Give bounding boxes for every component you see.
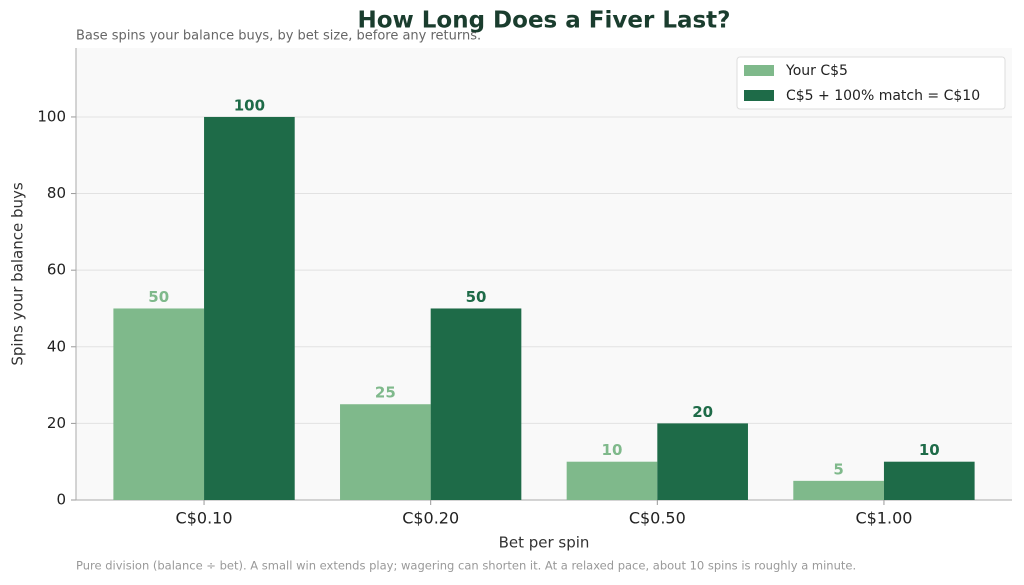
bar xyxy=(113,308,205,500)
bar xyxy=(430,308,522,500)
value-label: 50 xyxy=(466,288,487,306)
y-tick-label: 80 xyxy=(47,184,66,202)
bar xyxy=(883,461,975,500)
chart-title: How Long Does a Fiver Last? xyxy=(357,8,730,34)
y-tick-label: 0 xyxy=(56,491,66,509)
value-label: 50 xyxy=(148,288,169,306)
value-label: 10 xyxy=(919,441,940,459)
value-label: 25 xyxy=(375,384,396,402)
x-tick-label: C$0.50 xyxy=(629,509,686,528)
x-tick-label: C$0.20 xyxy=(402,509,459,528)
value-label: 10 xyxy=(602,441,623,459)
value-label: 20 xyxy=(692,403,713,421)
x-tick-label: C$0.10 xyxy=(176,509,233,528)
value-label: 100 xyxy=(234,96,265,114)
y-tick-label: 40 xyxy=(47,337,66,355)
x-tick-label: C$1.00 xyxy=(855,509,912,528)
bar xyxy=(657,423,748,500)
legend-label: Your C$5 xyxy=(785,63,848,79)
y-tick-label: 60 xyxy=(47,261,66,279)
y-axis-label: Spins your balance buys xyxy=(9,182,27,366)
bar xyxy=(204,116,295,500)
legend-box xyxy=(736,56,1006,110)
bar xyxy=(566,461,658,500)
y-tick-label: 100 xyxy=(37,107,66,125)
footnote: Pure division (balance ÷ bet). A small w… xyxy=(76,559,856,573)
legend-label: C$5 + 100% match = C$10 xyxy=(786,88,980,104)
bar xyxy=(793,480,884,500)
bar xyxy=(340,404,431,500)
chart-subtitle: Base spins your balance buys, by bet siz… xyxy=(76,29,481,44)
x-axis-label: Bet per spin xyxy=(499,534,590,552)
legend-swatch xyxy=(744,65,774,76)
y-tick-label: 20 xyxy=(47,414,66,432)
value-label: 5 xyxy=(833,460,843,478)
legend-swatch xyxy=(744,90,774,101)
